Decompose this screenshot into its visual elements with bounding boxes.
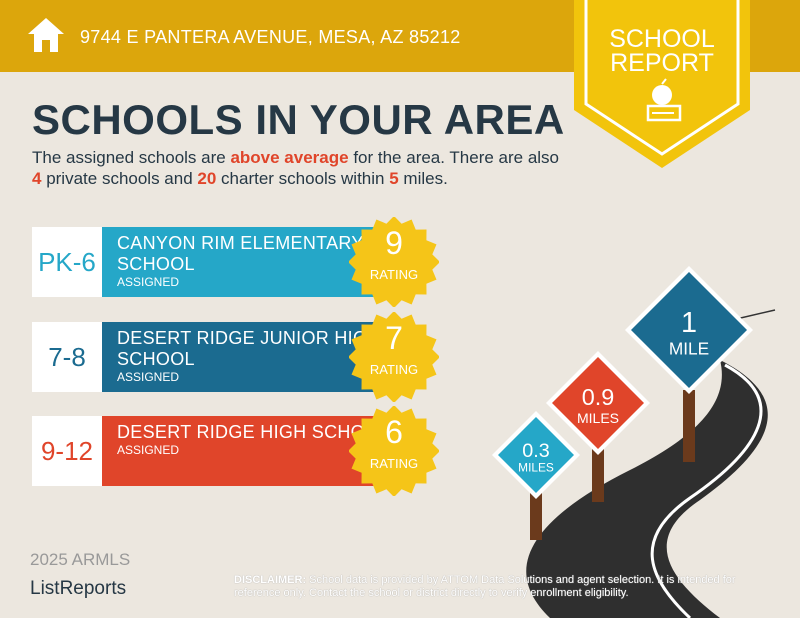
rating-value: 9 [385,225,403,261]
grade-range: PK-6 [32,227,102,297]
rating-label: RATING [369,362,419,377]
distance-sign: 1 MILE [625,266,753,394]
assignment-status: ASSIGNED [117,443,180,457]
sign-unit: MILES [577,410,619,426]
school-name: DESERT RIDGE JUNIOR HIGH SCHOOL [117,328,381,369]
assignment-status: ASSIGNED [117,370,180,384]
badge-line1: SCHOOL [609,25,715,53]
grade-range: 9-12 [32,416,102,486]
assignment-status: ASSIGNED [117,275,180,289]
sign-unit: MILES [518,461,554,475]
school-info: DESERT RIDGE JUNIOR HIGH SCHOOL ASSIGNED [102,322,392,392]
sign-distance: 1 [681,307,697,339]
school-card: 9-12 DESERT RIDGE HIGH SCHOOL ASSIGNED 6 … [32,406,439,496]
school-name: DESERT RIDGE HIGH SCHOOL [117,422,390,442]
sign-distance: 0.9 [582,384,615,410]
school-report-badge [574,0,750,168]
disclaimer: DISCLAIMER: School data is provided by A… [234,574,736,599]
school-card: 7-8 DESERT RIDGE JUNIOR HIGH SCHOOL ASSIG… [32,312,439,402]
watermark: 2025 ARMLS [30,550,131,569]
distance-sign: 0.9 MILES [546,351,650,455]
property-address: 9744 E PANTERA AVENUE, MESA, AZ 85212 [80,27,461,47]
rating-value: 6 [385,414,403,450]
rating-star-icon [349,406,439,496]
rating-label: RATING [369,267,419,282]
sign-distance: 0.3 [522,440,550,462]
school-info: DESERT RIDGE HIGH SCHOOL ASSIGNED [102,416,392,486]
school-card: PK-6 CANYON RIM ELEMENTARY SCHOOL ASSIGNE… [32,217,439,307]
home-icon [28,18,64,52]
rating-value: 7 [385,320,403,356]
apple-books-icon [646,78,682,122]
rating-label: RATING [369,456,419,471]
sign-unit: MILE [669,338,709,358]
grade-range: 7-8 [32,322,102,392]
intro-text: The assigned schools are above average f… [32,148,560,188]
school-info: CANYON RIM ELEMENTARY SCHOOL ASSIGNED [102,227,392,297]
school-name: CANYON RIM ELEMENTARY SCHOOL [117,233,364,274]
road-signs-illustration: 0.3 MILES 0.9 MILES 1 MILE [492,266,776,618]
badge-text: SCHOOL REPORT [574,25,750,77]
page-title: SCHOOLS IN YOUR AREA [32,96,565,143]
distance-sign: 0.3 MILES [492,411,580,499]
badge-line2: REPORT [610,49,714,77]
rating-star-icon [349,217,439,307]
listreports-logo: ListReports [30,578,127,599]
rating-star-icon [349,312,439,402]
